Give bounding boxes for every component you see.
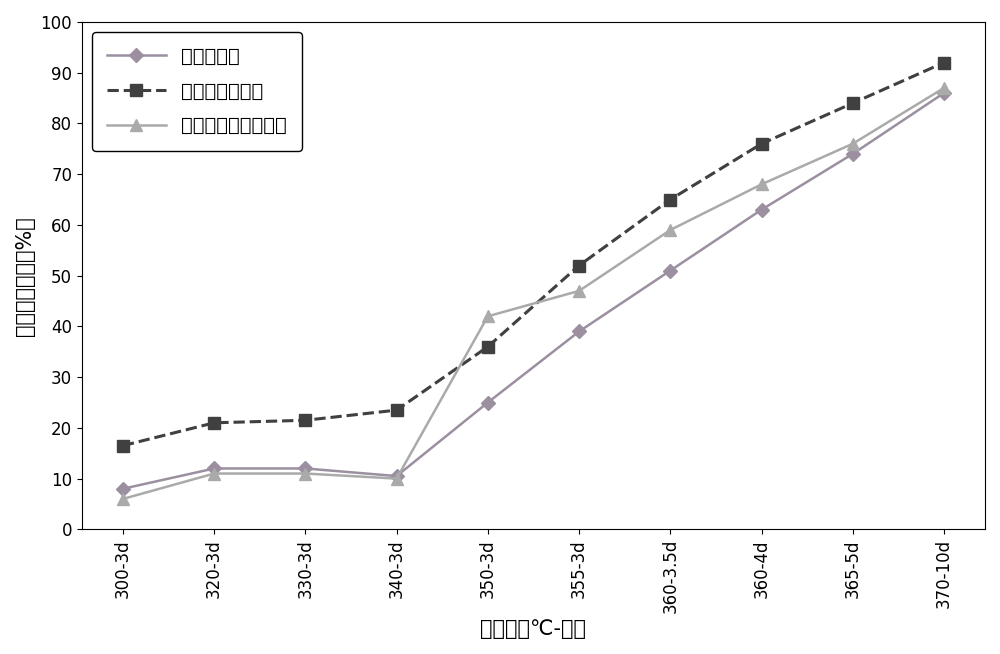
Line: 不计量轻烃: 不计量轻烃 bbox=[118, 88, 949, 494]
本发明计量轻烃 bbox=[299, 417, 311, 424]
不计量轻烃 bbox=[482, 398, 494, 406]
不计量轻烃 bbox=[117, 485, 129, 492]
Line: 全二维气相色谱方法: 全二维气相色谱方法 bbox=[117, 82, 950, 504]
不计量轻烃 bbox=[299, 464, 311, 472]
不计量轻烃 bbox=[847, 150, 859, 158]
不计量轻烃 bbox=[573, 328, 585, 336]
不计量轻烃 bbox=[756, 206, 768, 214]
不计量轻烃 bbox=[208, 464, 220, 472]
本发明计量轻烃 bbox=[208, 419, 220, 426]
本发明计量轻烃 bbox=[756, 140, 768, 148]
本发明计量轻烃 bbox=[117, 441, 129, 449]
全二维气相色谱方法 bbox=[391, 475, 403, 483]
本发明计量轻烃 bbox=[482, 343, 494, 351]
本发明计量轻烃 bbox=[664, 196, 676, 203]
Y-axis label: 阶段排烃效率（%）: 阶段排烃效率（%） bbox=[15, 216, 35, 336]
全二维气相色谱方法 bbox=[664, 226, 676, 234]
Legend: 不计量轻烃, 本发明计量轻烃, 全二维气相色谱方法: 不计量轻烃, 本发明计量轻烃, 全二维气相色谱方法 bbox=[92, 32, 302, 151]
全二维气相色谱方法 bbox=[573, 287, 585, 295]
全二维气相色谱方法 bbox=[482, 313, 494, 320]
全二维气相色谱方法 bbox=[938, 84, 950, 92]
X-axis label: 实验点（℃-天）: 实验点（℃-天） bbox=[480, 619, 586, 639]
不计量轻烃 bbox=[664, 267, 676, 275]
全二维气相色谱方法 bbox=[117, 495, 129, 503]
本发明计量轻烃 bbox=[938, 59, 950, 67]
Line: 本发明计量轻烃: 本发明计量轻烃 bbox=[117, 57, 950, 451]
全二维气相色谱方法 bbox=[847, 140, 859, 148]
全二维气相色谱方法 bbox=[756, 181, 768, 188]
全二维气相色谱方法 bbox=[299, 470, 311, 477]
全二维气相色谱方法 bbox=[208, 470, 220, 477]
本发明计量轻烃 bbox=[391, 406, 403, 414]
不计量轻烃 bbox=[391, 472, 403, 480]
本发明计量轻烃 bbox=[573, 262, 585, 269]
本发明计量轻烃 bbox=[847, 99, 859, 107]
不计量轻烃 bbox=[938, 89, 950, 97]
